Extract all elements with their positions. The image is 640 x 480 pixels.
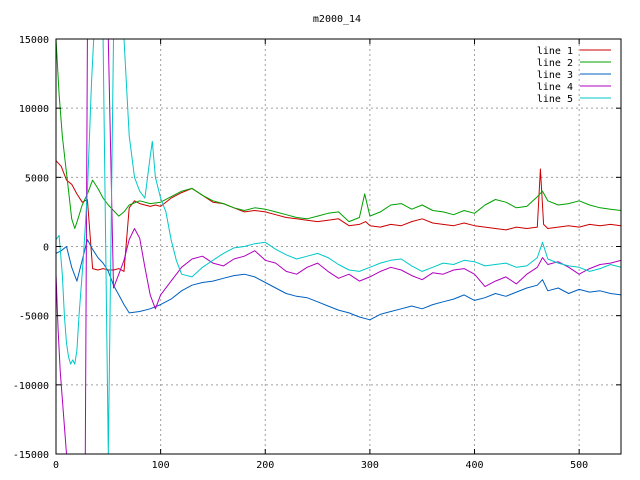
series-line-1 bbox=[56, 160, 621, 272]
y-tick-label: 5000 bbox=[25, 173, 49, 184]
x-tick-label: 100 bbox=[152, 460, 170, 471]
y-tick-label: 15000 bbox=[19, 35, 49, 46]
series-line-2 bbox=[56, 39, 621, 229]
series-line-4 bbox=[56, 39, 621, 454]
grid-layer bbox=[56, 39, 621, 454]
legend-label: line 5 bbox=[537, 94, 573, 105]
chart-title: m2000_14 bbox=[313, 14, 361, 25]
series-line-5 bbox=[56, 39, 621, 454]
y-tick-label: 0 bbox=[43, 243, 49, 254]
legend-label: line 4 bbox=[537, 82, 573, 93]
axes: -15000 -10000 -5000 0 5000 10000 15000 0 100 200 3… bbox=[13, 35, 621, 471]
legend-label: line 3 bbox=[537, 70, 573, 81]
y-tick-label: 10000 bbox=[19, 104, 49, 115]
legend-label: line 2 bbox=[537, 58, 573, 69]
plot-area bbox=[56, 39, 621, 454]
x-tick-label: 0 bbox=[53, 460, 59, 471]
x-tick-label: 200 bbox=[256, 460, 274, 471]
x-tick-label: 400 bbox=[465, 460, 483, 471]
y-tick-label: -10000 bbox=[13, 381, 49, 392]
x-tick-label: 500 bbox=[570, 460, 588, 471]
legend-label: line 1 bbox=[537, 46, 573, 57]
y-tick-label: -15000 bbox=[13, 450, 49, 461]
y-tick-label: -5000 bbox=[19, 312, 49, 323]
x-tick-label: 300 bbox=[361, 460, 379, 471]
